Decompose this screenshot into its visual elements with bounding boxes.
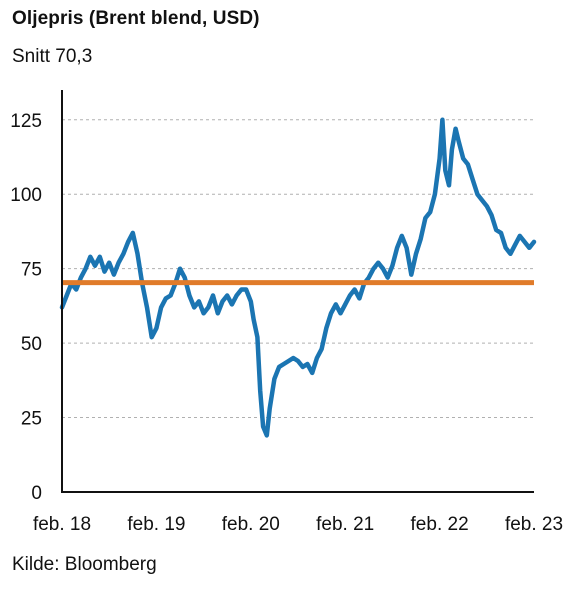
series-line-0: [59, 117, 537, 438]
x-tick-label-4: feb. 22: [411, 514, 469, 535]
x-tick-label-5: feb. 23: [505, 514, 563, 535]
y-axis-ticks: 0 25 50 75 100 125: [10, 111, 42, 504]
x-axis-ticks: feb. 18 feb. 19 feb. 20 feb. 21 feb. 22 feb. …: [33, 514, 563, 535]
y-tick-label-25: 25: [21, 409, 42, 430]
y-tick-label-0: 0: [31, 483, 42, 504]
y-tick-label-75: 75: [21, 260, 42, 281]
grid-lines: [62, 119, 534, 419]
y-tick-label-50: 50: [21, 334, 42, 355]
x-tick-label-3: feb. 21: [316, 514, 374, 535]
x-tick-label-0: feb. 18: [33, 514, 91, 535]
series-layer: [59, 117, 537, 438]
chart-title: Oljepris (Brent blend, USD): [12, 8, 260, 29]
y-tick-label-125: 125: [10, 111, 42, 132]
source-note: Kilde: Bloomberg: [12, 554, 157, 575]
x-tick-label-2: feb. 20: [222, 514, 280, 535]
y-tick-label-100: 100: [10, 185, 42, 206]
x-tick-label-1: feb. 19: [127, 514, 185, 535]
chart-subtitle: Snitt 70,3: [12, 46, 93, 67]
axes: [61, 90, 534, 493]
